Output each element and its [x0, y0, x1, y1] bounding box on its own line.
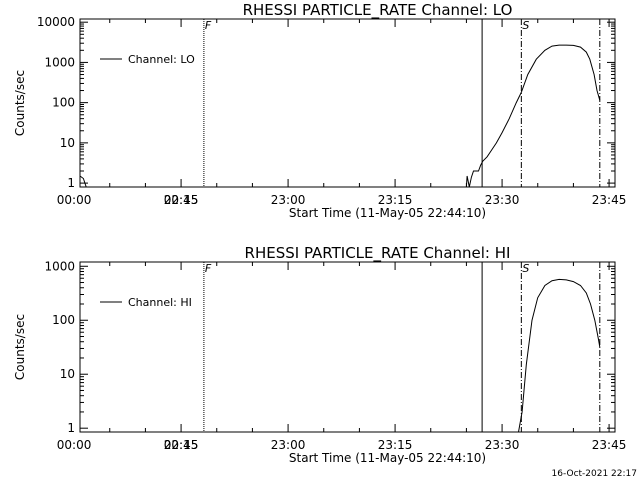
- x-tick-label: 23:30: [485, 438, 520, 452]
- x-tick-label: 22:45: [164, 193, 199, 207]
- x-tick-label: 23:45: [592, 438, 627, 452]
- legend-label: Channel: LO: [128, 53, 195, 66]
- x-tick-label: 23:15: [378, 193, 413, 207]
- x-tick-label: 23:00: [271, 193, 306, 207]
- panel-hi-channel: RHESSI PARTICLE_RATE Channel: HI 22:45 23:…: [13, 244, 626, 465]
- x-tick-label: 23:15: [378, 438, 413, 452]
- y-tick-label: 1000: [44, 55, 75, 69]
- x-tick-label: 23:45: [592, 193, 627, 207]
- x-tick-label: 23:30: [485, 193, 520, 207]
- y-tick-label: 100: [52, 96, 75, 110]
- panel-lo-channel: RHESSI PARTICLE_RATE Channel: LO 22:45 23:…: [13, 1, 626, 220]
- data-series-line: [465, 44, 601, 188]
- x-tick-label: 00:00: [57, 438, 92, 452]
- data-series-line: [518, 278, 601, 433]
- y-tick-label: 100: [52, 313, 75, 327]
- plot-frame: [79, 261, 616, 433]
- event-marker-label: F: [205, 262, 212, 275]
- x-tick-label: 00:15: [164, 438, 199, 452]
- event-marker-label: F: [205, 19, 212, 32]
- y-tick-label: 10000: [37, 15, 75, 29]
- event-marker-label: S: [522, 19, 529, 32]
- y-axis-label: Counts/sec: [13, 70, 27, 136]
- x-tick-label: 23:00: [271, 438, 306, 452]
- x-axis-label: Start Time (11-May-05 22:44:10): [289, 451, 486, 465]
- x-tick-label: 22:45: [164, 438, 199, 452]
- y-tick-label: 1: [67, 176, 75, 190]
- y-tick-label: 10: [60, 367, 75, 381]
- data-series-line: [79, 175, 87, 188]
- x-tick-label: 00:15: [164, 193, 199, 207]
- x-axis-label: Start Time (11-May-05 22:44:10): [289, 206, 486, 220]
- chart-title: RHESSI PARTICLE_RATE Channel: LO: [243, 1, 513, 20]
- chart-title: RHESSI PARTICLE_RATE Channel: HI: [245, 244, 511, 263]
- y-tick-label: 1000: [44, 259, 75, 273]
- event-marker-label: S: [522, 262, 529, 275]
- y-tick-label: 10: [60, 136, 75, 150]
- x-tick-label: 00:00: [57, 193, 92, 207]
- y-tick-label: 1: [67, 421, 75, 435]
- legend-label: Channel: HI: [128, 296, 192, 309]
- y-axis-label: Counts/sec: [13, 314, 27, 380]
- footer-timestamp: 16-Oct-2021 22:17: [552, 469, 637, 479]
